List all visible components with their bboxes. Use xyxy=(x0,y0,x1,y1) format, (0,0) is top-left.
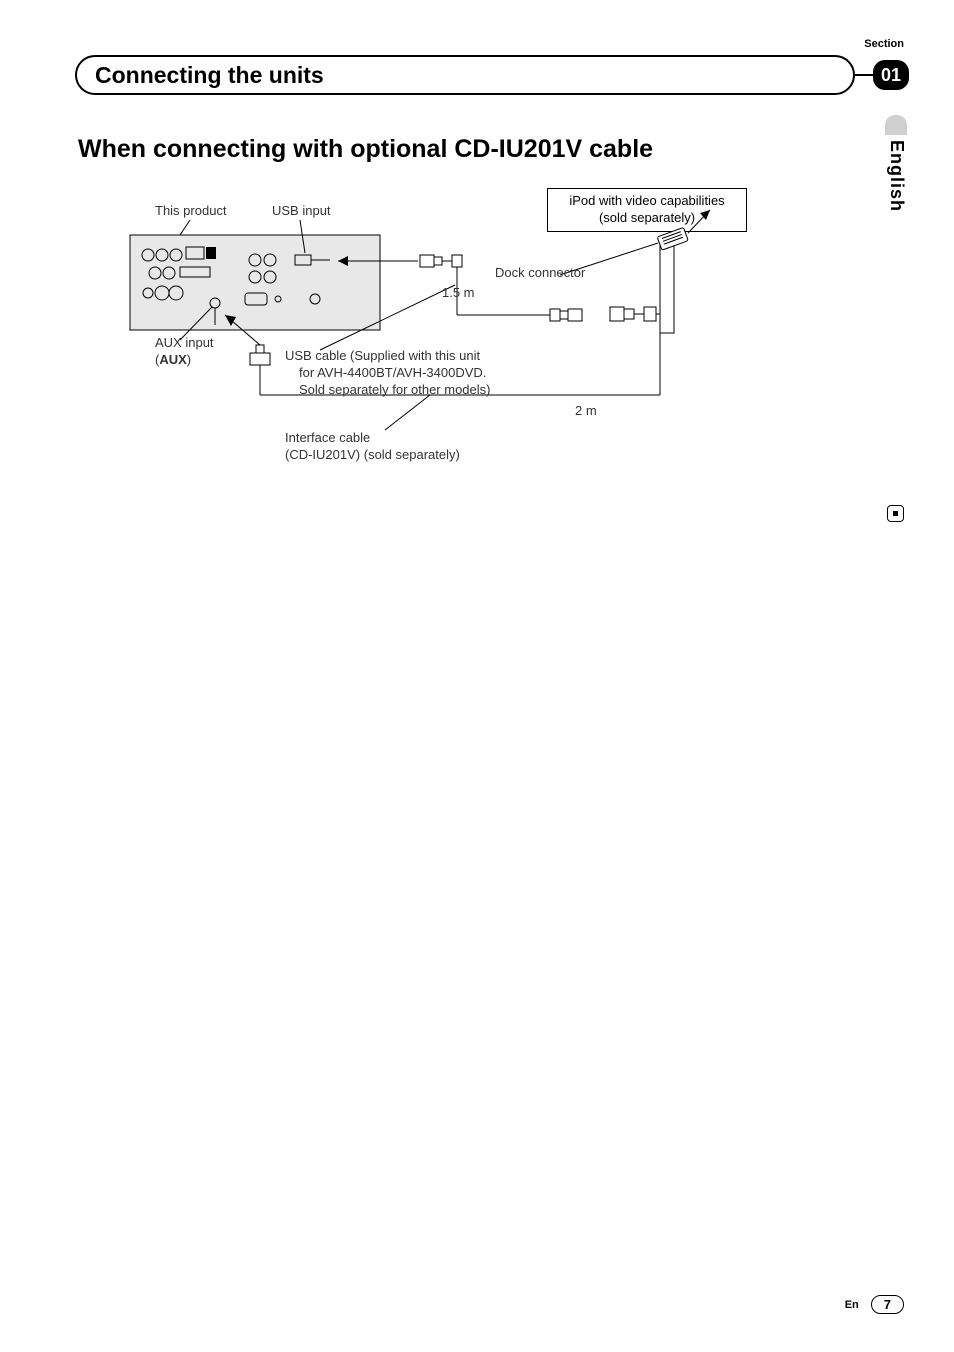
label-usb-length: 1.5 m xyxy=(442,285,475,302)
page-number-badge: 7 xyxy=(871,1295,904,1314)
label-interface-line1: Interface cable xyxy=(285,430,370,445)
section-number-badge: 01 xyxy=(873,60,909,90)
label-usb-cable: USB cable (Supplied with this unit for A… xyxy=(285,348,490,399)
page-title-pill: Connecting the units xyxy=(75,55,855,95)
footer: En 7 xyxy=(845,1295,904,1314)
label-usb-cable-line1: USB cable (Supplied with this unit xyxy=(285,348,480,363)
label-interface-length: 2 m xyxy=(575,403,597,420)
header-connector-line xyxy=(855,74,873,76)
label-aux-line2-bold: AUX xyxy=(159,352,186,367)
page-title: Connecting the units xyxy=(95,62,324,89)
label-aux-line1: AUX input xyxy=(155,335,214,350)
end-of-section-icon xyxy=(887,505,904,522)
main-heading: When connecting with optional CD-IU201V … xyxy=(78,135,653,164)
label-aux-input: AUX input (AUX) xyxy=(155,335,214,369)
section-label: Section xyxy=(864,38,904,50)
label-interface-cable: Interface cable (CD-IU201V) (sold separa… xyxy=(285,430,460,464)
footer-lang: En xyxy=(845,1299,859,1311)
label-interface-line2: (CD-IU201V) (sold separately) xyxy=(285,447,460,462)
wiring-diagram: This product USB input iPod with video c… xyxy=(120,185,760,505)
label-usb-cable-line2: for AVH-4400BT/AVH-3400DVD. xyxy=(285,365,486,380)
label-dock-connector: Dock connector xyxy=(495,265,585,282)
side-tab-decoration xyxy=(885,115,907,135)
label-aux-line2-suffix: ) xyxy=(187,352,191,367)
language-tab: English xyxy=(886,140,907,212)
header-row: Connecting the units 01 xyxy=(75,55,909,95)
label-usb-cable-line3: Sold separately for other models) xyxy=(285,382,490,397)
